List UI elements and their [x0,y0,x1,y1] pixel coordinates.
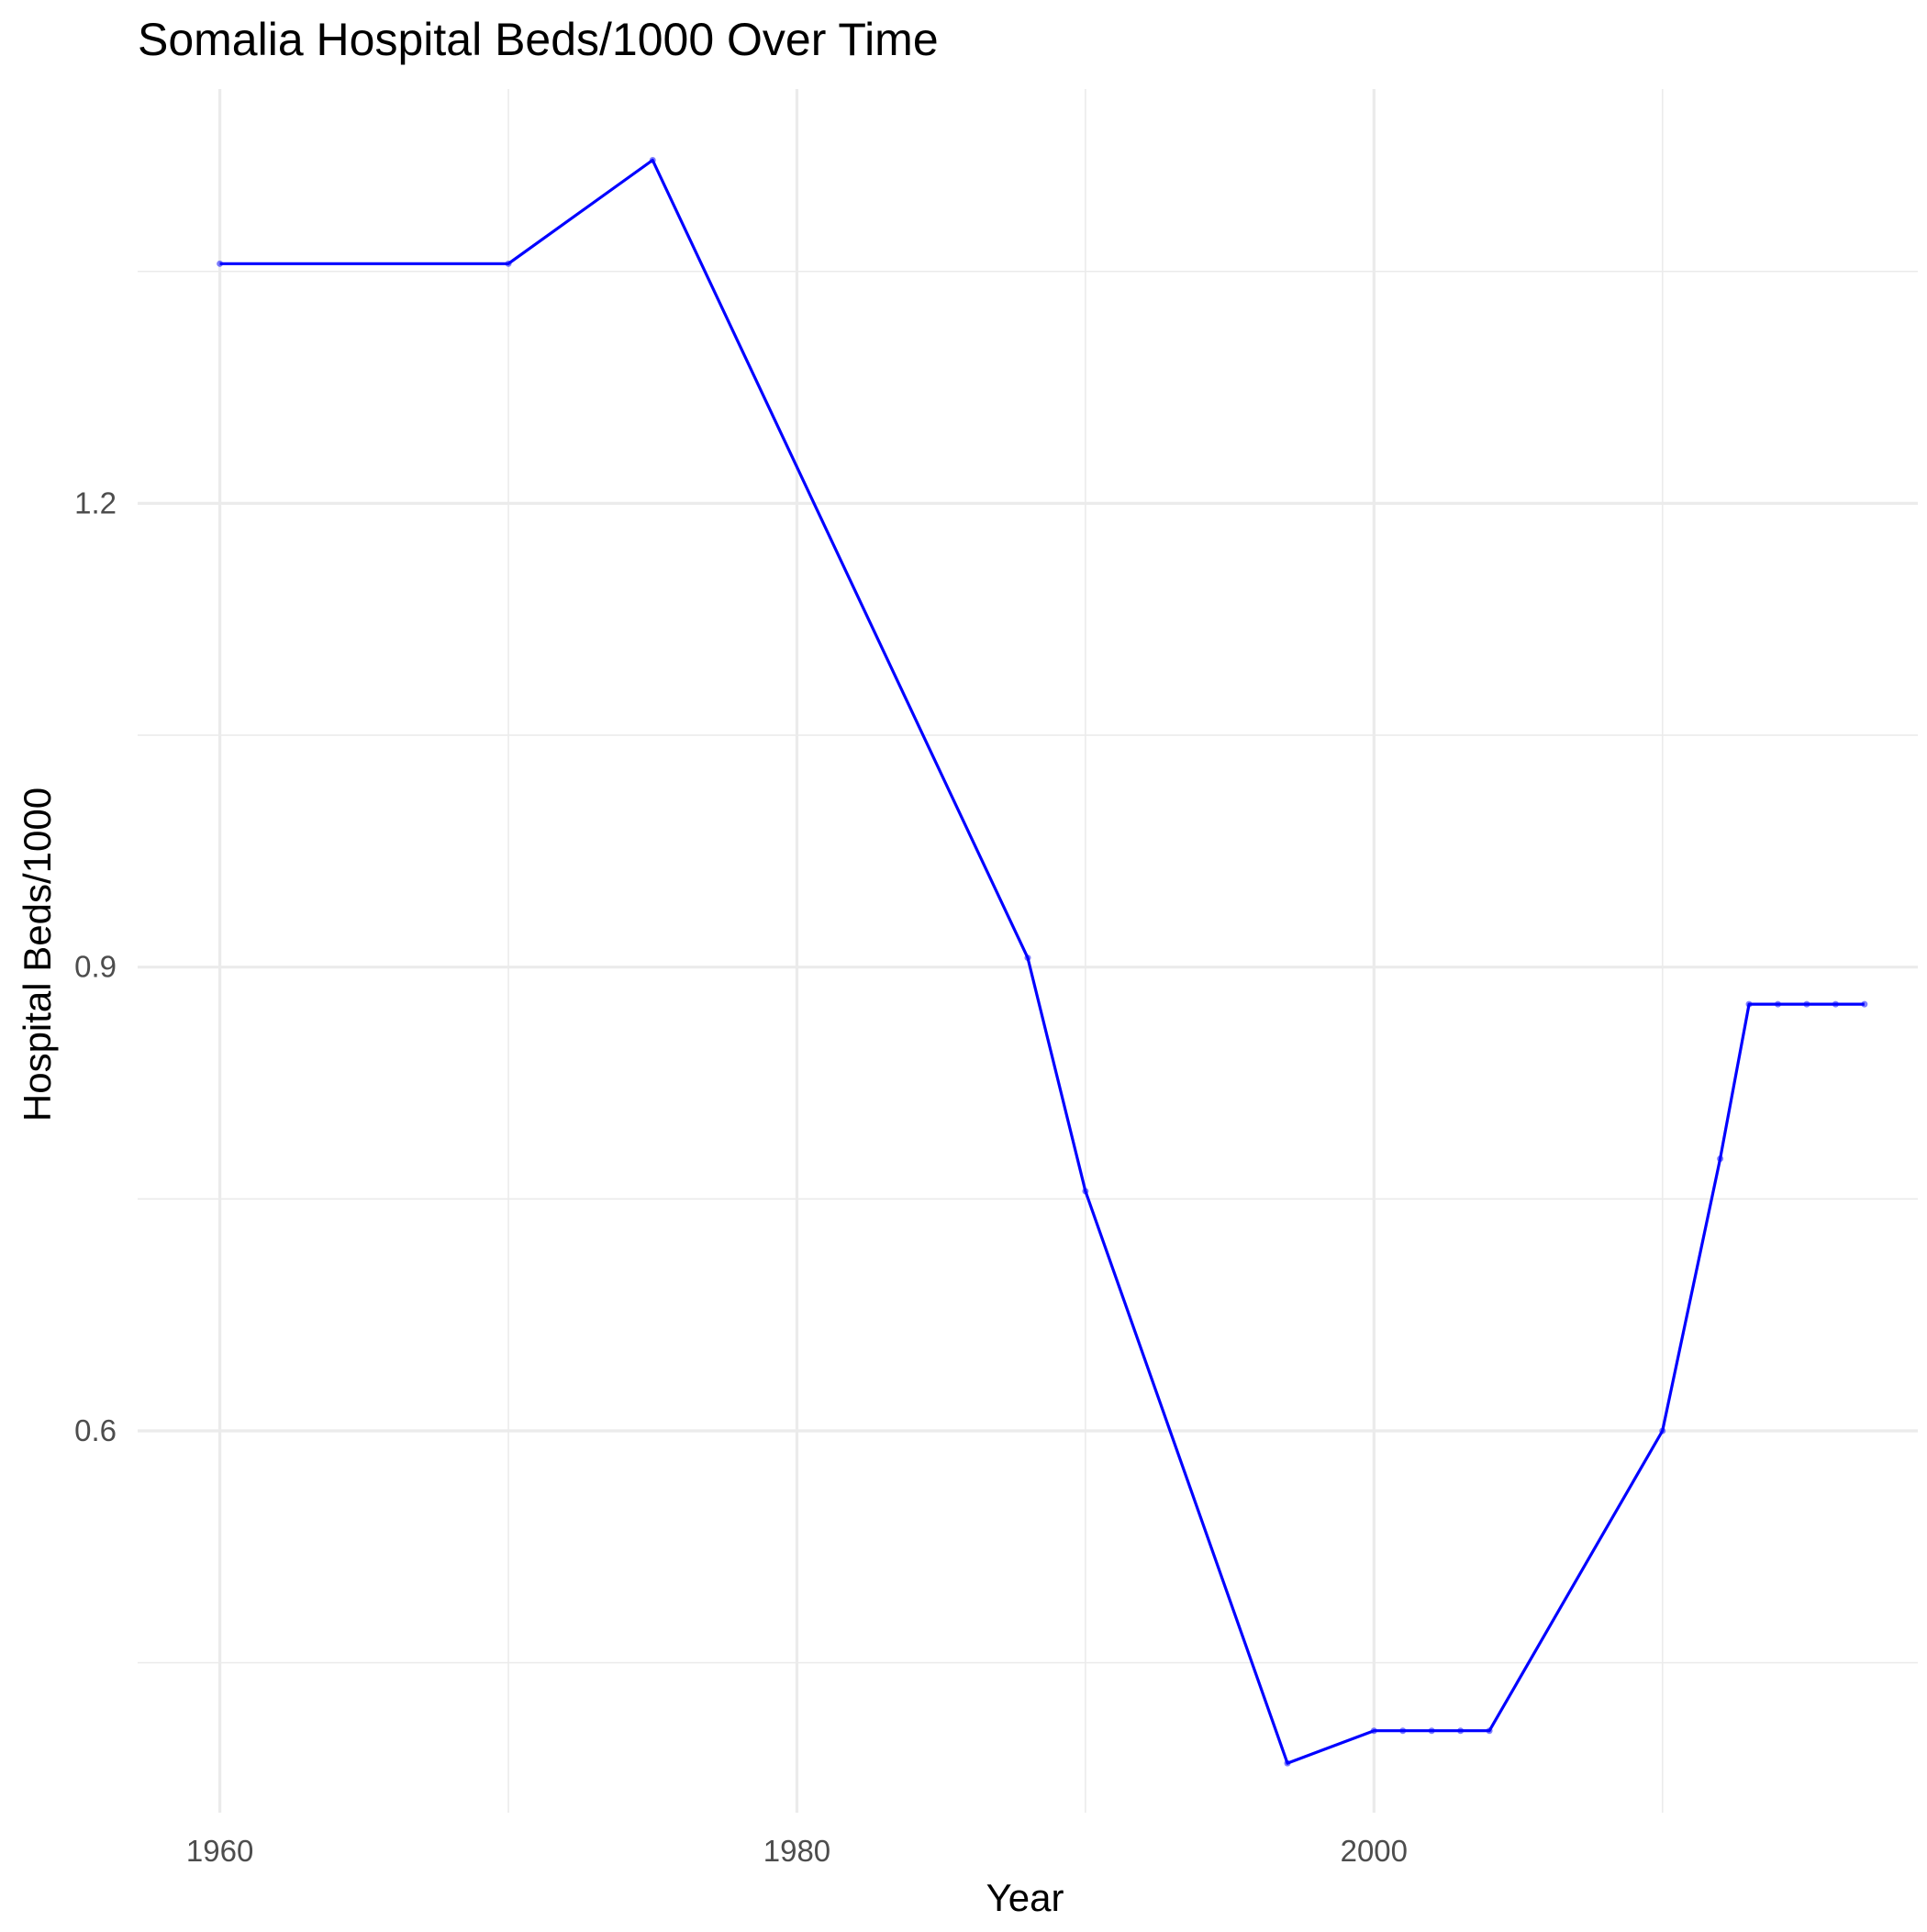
minor-gridlines [138,89,1918,1813]
data-point [1659,1427,1666,1435]
major-gridlines [138,89,1918,1813]
data-point [1370,1727,1377,1735]
y-axis-title: Hospital Beds/1000 [16,787,59,1122]
data-point [1775,1000,1782,1008]
y-axis-tick-labels: 0.6 0.9 1.2 [74,486,117,1447]
data-point [1428,1727,1435,1735]
y-tick-label: 0.6 [74,1413,117,1447]
data-point [1861,1000,1868,1008]
data-point [649,156,656,163]
data-point [1024,955,1031,962]
x-tick-label: 1960 [186,1834,253,1868]
series-line [219,158,1865,1765]
y-tick-label: 1.2 [74,486,117,519]
x-tick-label: 1980 [763,1834,830,1868]
x-axis-title: Year [986,1876,1064,1919]
y-tick-label: 0.9 [74,950,117,984]
data-point [217,260,224,267]
data-point [1717,1156,1724,1163]
data-point [1399,1727,1407,1735]
x-axis-tick-labels: 1960 1980 2000 [186,1834,1408,1868]
data-point [505,260,512,267]
data-point [1284,1759,1291,1767]
data-point [1745,1000,1753,1008]
x-tick-label: 2000 [1341,1834,1408,1868]
chart-title: Somalia Hospital Beds/1000 Over Time [138,14,939,65]
series-group [217,156,1868,1767]
data-point [1082,1188,1089,1195]
data-point [1457,1727,1465,1735]
data-point [1803,1000,1810,1008]
data-point [1832,1000,1839,1008]
data-point [1486,1727,1493,1735]
